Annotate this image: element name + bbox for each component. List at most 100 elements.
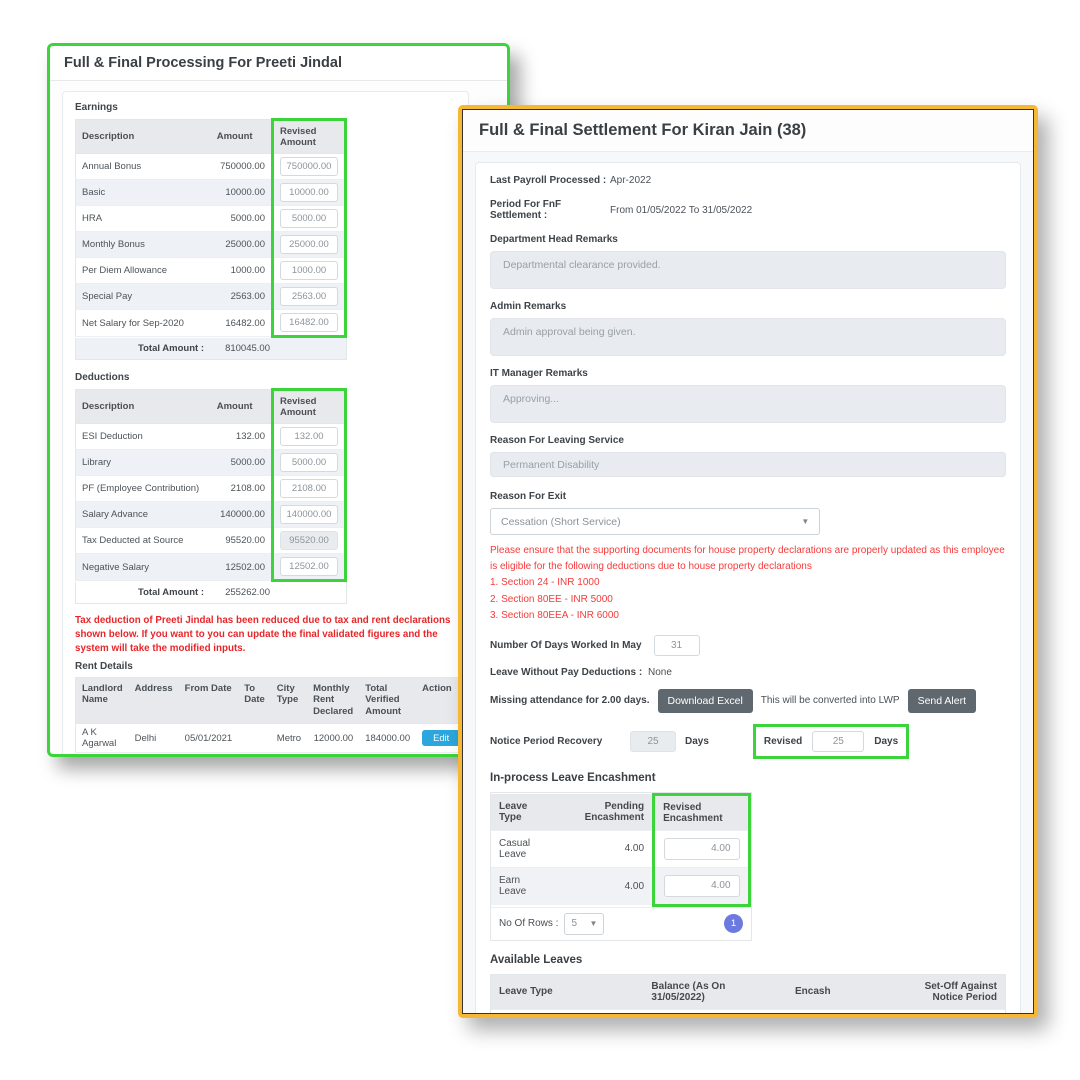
rows-per-page-select[interactable]: 5 ▼	[564, 912, 605, 935]
earning-amount: 1000.00	[210, 257, 273, 284]
available-header-row: Leave Type Balance (As On 31/05/2022) En…	[491, 974, 1005, 1009]
house-property-note-item: 1. Section 24 - INR 1000	[490, 577, 600, 588]
pending-encashment: 4.00	[553, 829, 654, 867]
revised-notice-input[interactable]	[812, 730, 865, 752]
right-page-title: Full & Final Settlement For Kiran Jain (…	[463, 110, 1033, 152]
table-row: Monthly Bonus 25000.00	[75, 231, 348, 258]
deductions-header-description: Description	[75, 389, 211, 424]
notice-days-unit: Days	[685, 735, 709, 747]
leaving-reason-field[interactable]	[490, 452, 1006, 477]
fnf-processing-window: Full & Final Processing For Preeti Jinda…	[47, 43, 510, 757]
lwp-label: Leave Without Pay Deductions :	[490, 666, 643, 678]
earnings-header-amount: Amount	[210, 119, 273, 154]
earning-revised-input[interactable]	[279, 287, 338, 306]
admin-remarks-textarea[interactable]: Admin approval being given.	[490, 318, 1006, 356]
revised-label: Revised	[763, 735, 803, 747]
rent-from-date: 05/01/2021	[178, 723, 239, 754]
fnf-settlement-window: Full & Final Settlement For Kiran Jain (…	[458, 105, 1038, 1018]
inprocess-table: Leave Type Pending Encashment Revised En…	[491, 792, 751, 907]
rent-details-section-title: Rent Details	[75, 660, 133, 672]
table-row: Tax Deducted at Source 95520.00	[75, 527, 348, 554]
rows-per-page-value: 5	[571, 918, 578, 929]
dept-remarks-textarea[interactable]: Departmental clearance provided.	[490, 251, 1006, 289]
tax-warning-text: Tax deduction of Preeti Jindal has been …	[75, 615, 451, 655]
deduction-amount: 95520.00	[210, 527, 273, 554]
earning-revised-input[interactable]	[279, 261, 338, 280]
deduction-revised-input[interactable]	[279, 479, 338, 498]
table-row: PF (Employee Contribution) 2108.00	[75, 475, 348, 502]
rent-total-verified: 184000.00	[359, 723, 417, 754]
available-header-type: Leave Type	[491, 974, 644, 1009]
available-table-box: Leave Type Balance (As On 31/05/2022) En…	[490, 973, 1006, 1013]
deductions-table: Description Amount Revised Amount ESI De…	[75, 388, 348, 582]
earnings-total-row: Total Amount : 810045.00	[75, 338, 347, 360]
rent-city-type: Metro	[270, 723, 308, 754]
exit-reason-select[interactable]: Cessation (Short Service) ▼	[490, 508, 821, 535]
earning-description: Annual Bonus	[75, 153, 211, 180]
deduction-description: ESI Deduction	[75, 423, 211, 450]
deduction-revised-input-disabled[interactable]	[279, 531, 338, 550]
rent-header-landlord: Landlord Name	[75, 676, 129, 725]
deductions-header-amount: Amount	[210, 389, 273, 424]
rent-header-city: City Type	[270, 676, 308, 725]
deduction-revised-input[interactable]	[279, 427, 338, 446]
pending-encashment: 4.00	[553, 866, 654, 905]
fnf-period-value: From 01/05/2022 To 31/05/2022	[610, 204, 753, 216]
fnf-processing-panel: Full & Final Processing For Preeti Jinda…	[50, 46, 507, 754]
earning-amount: 5000.00	[210, 205, 273, 232]
revised-encashment-input[interactable]	[663, 837, 740, 860]
table-row: Casual Leave 12.99	[491, 1008, 1005, 1013]
inprocess-header-type: Leave Type	[491, 794, 554, 830]
table-row: Salary Advance 140000.00	[75, 501, 348, 528]
exit-reason-label: Reason For Exit	[490, 491, 567, 502]
table-row: Basic 10000.00	[75, 179, 348, 206]
leave-type: Casual Leave	[491, 1008, 644, 1013]
days-worked-label: Number Of Days Worked In May	[490, 639, 642, 651]
earning-revised-input[interactable]	[279, 183, 338, 202]
house-property-note-item: 2. Section 80EE - INR 5000	[490, 593, 613, 605]
rent-details-table: Landlord Name Address From Date To Date …	[75, 676, 468, 754]
deduction-description: Salary Advance	[75, 501, 211, 528]
inprocess-table-footer: No Of Rows : 5 ▼ 1	[491, 906, 751, 940]
revised-encashment-input[interactable]	[663, 874, 740, 897]
earnings-header-revised: Revised Amount	[270, 118, 348, 154]
earning-revised-input[interactable]	[279, 157, 338, 176]
missing-attendance-label: Missing attendance for 2.00 days.	[490, 695, 650, 706]
deduction-revised-input[interactable]	[279, 453, 338, 472]
deduction-amount: 140000.00	[210, 501, 273, 528]
send-alert-button[interactable]: Send Alert	[907, 688, 977, 713]
table-row: HRA 5000.00	[75, 205, 348, 232]
download-excel-button[interactable]: Download Excel	[657, 688, 753, 713]
exit-reason-value: Cessation (Short Service)	[501, 515, 621, 528]
table-row: Earn Leave 4.00	[491, 866, 751, 907]
inprocess-header-row: Leave Type Pending Encashment Revised En…	[491, 792, 751, 830]
table-row: Negative Salary 12502.00	[75, 553, 348, 582]
leave-balance: 12.99	[643, 1008, 787, 1013]
page-1-button[interactable]: 1	[724, 914, 743, 933]
table-row: Library 5000.00	[75, 449, 348, 476]
earning-revised-input[interactable]	[279, 313, 338, 332]
rows-per-page-label: No Of Rows :	[499, 918, 559, 929]
rent-header-address: Address	[128, 676, 179, 725]
table-row: Annual Bonus 750000.00	[75, 153, 348, 180]
earning-revised-input[interactable]	[279, 235, 338, 254]
earning-revised-input[interactable]	[279, 209, 338, 228]
leaving-reason-label: Reason For Leaving Service	[490, 435, 624, 446]
inprocess-header-pending: Pending Encashment	[553, 794, 654, 830]
deduction-amount: 2108.00	[210, 475, 273, 502]
table-row: A K Agarwal Delhi 05/01/2021 Metro 12000…	[75, 723, 467, 754]
rent-header-from: From Date	[178, 676, 239, 725]
days-worked-input[interactable]	[653, 634, 700, 656]
house-property-note: Please ensure that the supporting docume…	[490, 543, 1006, 624]
deduction-description: Tax Deducted at Source	[75, 527, 211, 554]
deduction-amount: 12502.00	[210, 553, 273, 581]
last-payroll-label: Last Payroll Processed :	[490, 175, 607, 186]
notice-period-input[interactable]	[630, 730, 676, 752]
edit-button[interactable]: Edit	[422, 730, 461, 747]
rent-monthly: 12000.00	[307, 723, 360, 754]
earning-amount: 2563.00	[210, 283, 273, 310]
notice-period-label: Notice Period Recovery	[490, 735, 603, 747]
it-remarks-textarea[interactable]: Approving...	[490, 385, 1006, 423]
deduction-revised-input[interactable]	[279, 557, 338, 576]
deduction-revised-input[interactable]	[279, 505, 338, 524]
